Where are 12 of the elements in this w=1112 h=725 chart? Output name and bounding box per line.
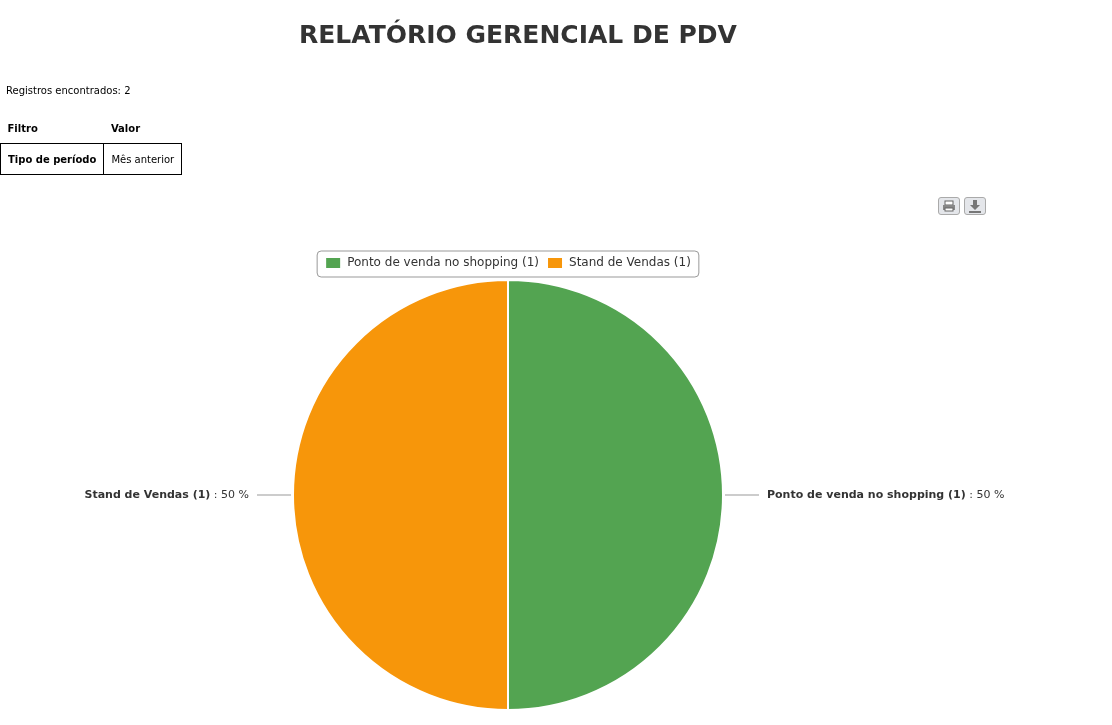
text: Filtro [6, 121, 39, 136]
text: Tipo de período [0, 143, 104, 175]
legend-label: Stand de Vendas (1) [569, 255, 691, 270]
text: Valor [109, 121, 142, 136]
data-label: : 50 % [965, 487, 1005, 501]
slice-label: Ponto de venda no shopping (1) [767, 487, 966, 501]
text: Registros encontrados: 2 [6, 85, 131, 96]
slice-label: Stand de Vendas (1) [84, 487, 211, 501]
chart-title: RELATÓRIO GERENCIAL DE PDV [298, 20, 738, 49]
data-label: : 50 % [210, 487, 250, 501]
text: Mês anterior [103, 143, 182, 175]
legend-label: Ponto de venda no shopping (1) [347, 255, 540, 270]
